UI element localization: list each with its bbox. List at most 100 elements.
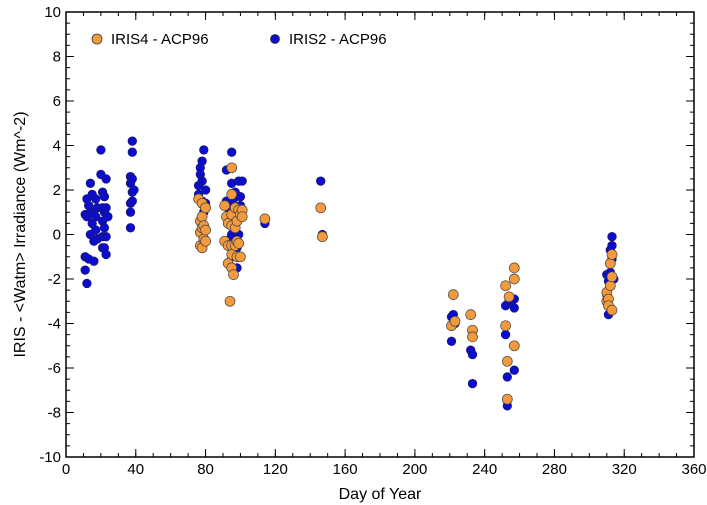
iris4-point-49 — [500, 280, 511, 292]
y-tick-label: 8 — [53, 49, 61, 66]
iris2-point-55 — [199, 145, 209, 155]
iris2-point-46 — [127, 196, 137, 206]
iris2-point-104 — [607, 240, 617, 251]
y-tick-label: -4 — [48, 316, 61, 333]
iris4-point-65 — [606, 304, 618, 316]
iris2-point-91 — [502, 372, 512, 382]
iris2-point-36 — [103, 212, 113, 222]
iris2-point-52 — [197, 156, 207, 166]
iris2-point-64 — [227, 147, 237, 157]
iris2-point-17 — [91, 212, 101, 222]
iris4-point-11 — [200, 224, 211, 236]
legend: IRIS4 - ACP96 IRIS2 - ACP96 — [91, 31, 387, 48]
iris2-point-2 — [80, 265, 90, 275]
x-tick-label: 120 — [263, 461, 288, 478]
iris2-point-41 — [125, 223, 136, 233]
iris2-point-87 — [467, 378, 478, 389]
iris4-point-55 — [508, 273, 520, 285]
iris2-point-78 — [237, 176, 247, 186]
iris2-point-95 — [509, 303, 519, 313]
iris2-point-30 — [99, 223, 110, 233]
iris2-point-18 — [91, 225, 101, 235]
x-tick-label: 160 — [333, 461, 358, 478]
y-axis-title: IRIS - <Watm> Irradiance (Wm^-2) — [12, 111, 29, 357]
iris4-point-52 — [501, 393, 513, 405]
iris4-point-21 — [226, 189, 238, 200]
iris4-point-46 — [465, 309, 477, 320]
tick-labels: 0 40 80 120 160 200 240 280 320 360 -10 -8 -6 -4 -2 0 2 4… — [39, 4, 706, 478]
iris2-point-8 — [85, 178, 96, 188]
iris4-point-19 — [224, 295, 236, 307]
iris4-point-51 — [501, 355, 513, 367]
x-tick-label: 240 — [472, 461, 497, 478]
x-axis-title: Day of Year — [339, 486, 422, 503]
iris2-point-34 — [101, 232, 111, 242]
iris2-point-42 — [127, 136, 137, 146]
iris4-point-13 — [219, 200, 231, 211]
iris4-point-12 — [200, 235, 211, 247]
iris2-point-96 — [509, 365, 519, 375]
x-tick-label: 200 — [402, 461, 427, 478]
y-tick-label: 4 — [53, 138, 61, 155]
iris2-point-53 — [197, 176, 207, 186]
iris4-point-20 — [226, 162, 238, 174]
x-tick-label: 360 — [681, 461, 706, 478]
iris2-point-3 — [82, 278, 92, 289]
iris4-point-56 — [508, 340, 520, 352]
y-tick-label: 2 — [53, 182, 61, 199]
iris4-point-64 — [606, 271, 618, 283]
iris4-point-27 — [228, 269, 239, 280]
iris4-point-54 — [508, 262, 520, 274]
iris4-point-39 — [236, 211, 248, 223]
iris4-point-48 — [467, 331, 478, 343]
y-tick-label: 0 — [53, 227, 61, 244]
iris4-point-41 — [315, 202, 327, 214]
iris2-point-35 — [101, 249, 111, 260]
iris2-point-47 — [129, 185, 139, 195]
iris4-point-53 — [503, 291, 515, 303]
x-tick-label: 280 — [542, 461, 567, 478]
iris4-point-35 — [233, 238, 245, 249]
iris4-point-42 — [317, 231, 328, 243]
iris2-point-88 — [467, 349, 478, 360]
iris4-point-50 — [500, 320, 511, 332]
iris2-point-57 — [200, 185, 211, 195]
iris2-point-76 — [235, 192, 246, 202]
y-tick-label: -2 — [48, 271, 61, 288]
iris4-point-61 — [604, 280, 616, 292]
legend-label-iris2: IRIS2 - ACP96 — [289, 31, 387, 48]
iris2-point-33 — [101, 203, 111, 213]
iris4-point-37 — [235, 251, 246, 263]
iris2-point-80 — [316, 176, 326, 186]
y-tick-label: 6 — [53, 93, 61, 110]
data-points — [80, 136, 619, 411]
iris4-point-45 — [449, 315, 461, 327]
iris2-point-90 — [500, 329, 511, 340]
y-tick-label: -8 — [48, 405, 61, 422]
iris4-point-40 — [259, 213, 271, 225]
iris2-point-44 — [127, 174, 137, 184]
iris2-point-83 — [446, 336, 457, 346]
iris2-point-43 — [127, 147, 137, 157]
y-tick-label: -10 — [39, 449, 61, 466]
x-tick-label: 320 — [612, 461, 637, 478]
iris2-point-32 — [101, 174, 111, 184]
iris4-point-62 — [604, 258, 616, 269]
legend-label-iris4: IRIS4 - ACP96 — [111, 31, 209, 48]
y-tick-label: -6 — [48, 360, 61, 377]
x-tick-label: 40 — [127, 461, 144, 478]
iris2-point-40 — [125, 207, 136, 217]
y-tick-label: 10 — [44, 4, 61, 21]
iris4-point-10 — [200, 202, 211, 214]
iris2-point-16 — [91, 194, 101, 204]
iris4-point-5 — [196, 211, 208, 223]
x-tick-label: 80 — [197, 461, 214, 478]
iris2-point-28 — [99, 192, 110, 202]
iris2-point-15 — [89, 256, 99, 266]
legend-marker-iris4 — [91, 33, 103, 45]
iris4-point-63 — [606, 249, 618, 260]
legend-marker-iris2 — [270, 34, 280, 44]
iris2-point-103 — [607, 232, 617, 242]
